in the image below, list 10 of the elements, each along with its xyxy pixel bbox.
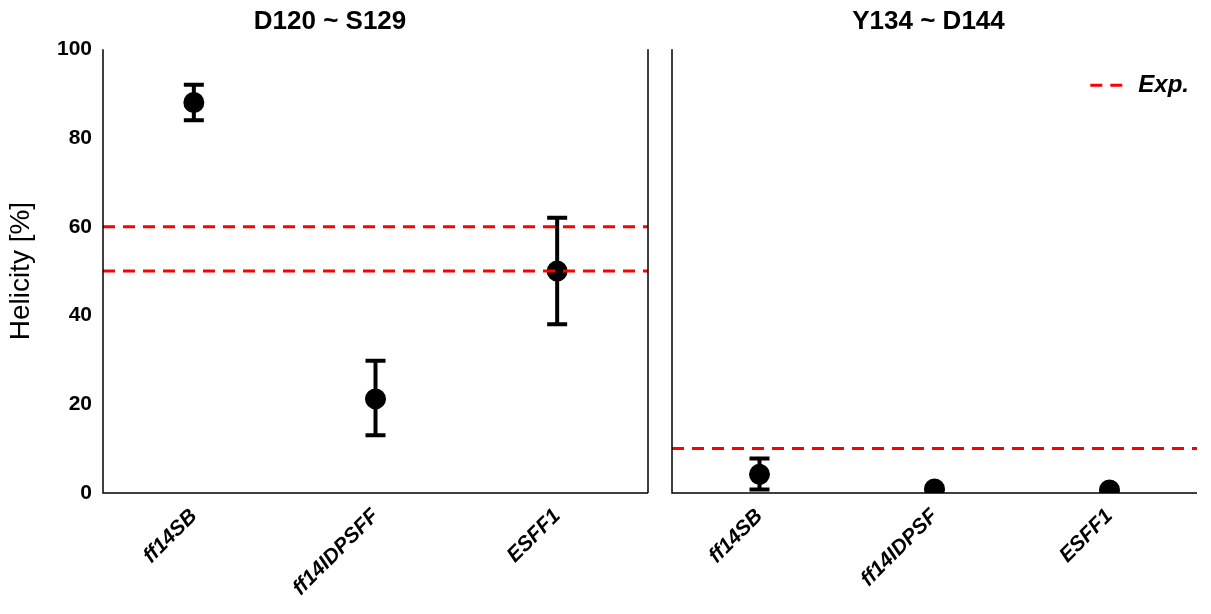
legend-label: Exp.	[1138, 69, 1189, 97]
y-tick-label: 0	[80, 479, 92, 503]
chart-title: D120 ~ S129	[253, 4, 407, 35]
y-tick-label: 80	[68, 124, 92, 148]
y-axis-title: Helicity [%]	[3, 201, 35, 341]
y-tick-label: 100	[56, 36, 92, 59]
y-tick-label: 20	[68, 391, 92, 415]
chart-title: Y134 ~ D144	[852, 4, 1006, 35]
y-tick-label: 40	[68, 302, 92, 326]
y-tick-label: 60	[68, 213, 92, 237]
